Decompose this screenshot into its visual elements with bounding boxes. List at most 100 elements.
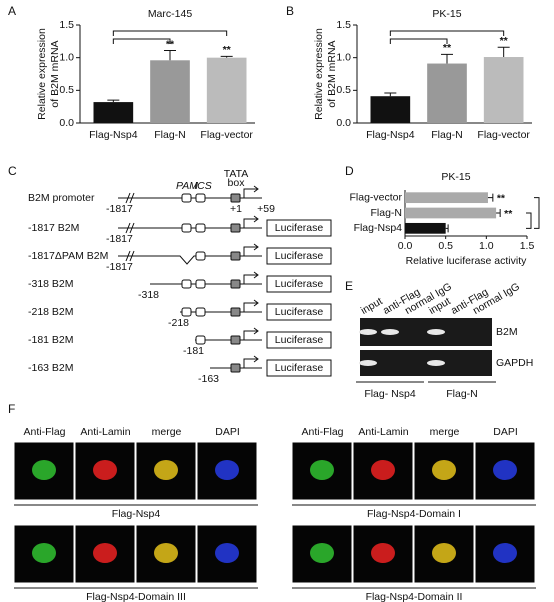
bar (405, 222, 446, 234)
tata-box (230, 193, 241, 203)
pam-box (181, 223, 192, 233)
reporter-label: Luciferase (275, 250, 324, 262)
position-label: +59 (257, 203, 275, 215)
x-tick-label: 1.5 (520, 240, 535, 252)
tata-box (230, 335, 241, 345)
gel-band (381, 329, 399, 335)
panel-label: E (345, 279, 353, 293)
significance-bracket (112, 30, 228, 36)
significance-bracket (112, 38, 171, 44)
reporter-label: Luciferase (275, 278, 324, 290)
x-tick-label: 0.0 (398, 240, 413, 252)
x-tick-label: 1.0 (479, 240, 494, 252)
nucleus (93, 460, 117, 480)
significance: ** (500, 35, 509, 47)
y-axis-label: of B2M mRNA (49, 40, 61, 107)
significance: ** (443, 42, 452, 54)
panel-label: B (286, 4, 294, 18)
channel-label: DAPI (493, 426, 518, 438)
x-tick-label: 0.5 (438, 240, 453, 252)
tss-arrow (243, 185, 259, 198)
error-bar (445, 224, 449, 233)
panel-label: C (8, 164, 17, 178)
bar (483, 57, 524, 123)
panel-label: A (8, 4, 16, 18)
nucleus (215, 460, 239, 480)
gel-image (360, 350, 492, 376)
bar (405, 207, 497, 219)
break-mark (125, 222, 135, 234)
reporter-box (266, 331, 332, 349)
ics-box (195, 335, 206, 345)
channel-label: DAPI (215, 426, 240, 438)
construct-label: -163 B2M (28, 362, 74, 374)
reporter-box (266, 275, 332, 293)
y-tick-label: Flag-N (370, 207, 402, 219)
nucleus (310, 543, 334, 563)
bar (427, 63, 467, 123)
bar (93, 102, 134, 123)
start-label: -163 (198, 373, 219, 385)
tss-arrow (243, 271, 259, 284)
tss-arrow (243, 327, 259, 340)
construct-label: -1817ΔPAM B2M (28, 250, 108, 262)
gel-band (359, 329, 377, 335)
tss-arrow (243, 299, 259, 312)
x-tick-label: Flag-N (431, 129, 463, 141)
construct-label: B2M promoter (28, 192, 95, 204)
y-tick-label: 0.0 (59, 117, 74, 129)
reporter-label: Luciferase (275, 362, 324, 374)
construct-label: -1817 B2M (28, 222, 79, 234)
panel-label: D (345, 164, 354, 178)
significance: ** (504, 208, 513, 220)
tata-box (230, 363, 241, 373)
y-tick-label: 1.0 (336, 51, 351, 63)
start-label: -1817 (106, 261, 133, 273)
band-label: B2M (496, 326, 518, 338)
panel-caption: Flag-Nsp4-Domain I (367, 508, 461, 520)
y-tick-label: 0.5 (59, 84, 74, 96)
bar (370, 96, 411, 123)
reporter-label: Luciferase (275, 334, 324, 346)
break-mark (125, 250, 135, 262)
gel-band (359, 360, 377, 366)
reporter-box (266, 303, 332, 321)
significance-bracket (389, 30, 505, 36)
nucleus (432, 460, 456, 480)
nucleus (154, 460, 178, 480)
y-tick-label: Flag-Nsp4 (354, 222, 403, 234)
significance-bracket (526, 212, 532, 229)
pam-box (181, 307, 192, 317)
channel-label: Anti-Flag (23, 426, 65, 438)
pam-box (181, 279, 192, 289)
reporter-box (266, 219, 332, 237)
panel-caption: Flag-Nsp4-Domain III (86, 591, 186, 602)
micrograph (352, 524, 414, 584)
reporter-label: Luciferase (275, 306, 324, 318)
significance-bracket (534, 197, 540, 229)
channel-label: Anti-Lamin (358, 426, 408, 438)
tata-box (230, 307, 241, 317)
feature-label: PAM (176, 180, 198, 192)
error-bar (384, 92, 397, 97)
bar (405, 192, 488, 204)
reporter-box (266, 247, 332, 265)
start-label: -318 (138, 289, 159, 301)
feature-label: TATA (224, 168, 249, 180)
tata-box (230, 279, 241, 289)
y-tick-label: 0.0 (336, 117, 351, 129)
panel-caption: Flag-Nsp4 (112, 508, 161, 520)
tss-arrow (243, 243, 259, 256)
band-label: GAPDH (496, 357, 533, 369)
channel-label: Anti-Flag (301, 426, 343, 438)
y-tick-label: Flag-vector (349, 191, 402, 203)
error-bar (441, 53, 453, 64)
start-label: -218 (168, 317, 189, 329)
panel-caption: Flag-Nsp4-Domain II (366, 591, 463, 602)
nucleus (310, 460, 334, 480)
feature-label: box (228, 177, 246, 189)
bar (206, 57, 247, 123)
nucleus (371, 460, 395, 480)
channel-label: merge (152, 426, 182, 438)
